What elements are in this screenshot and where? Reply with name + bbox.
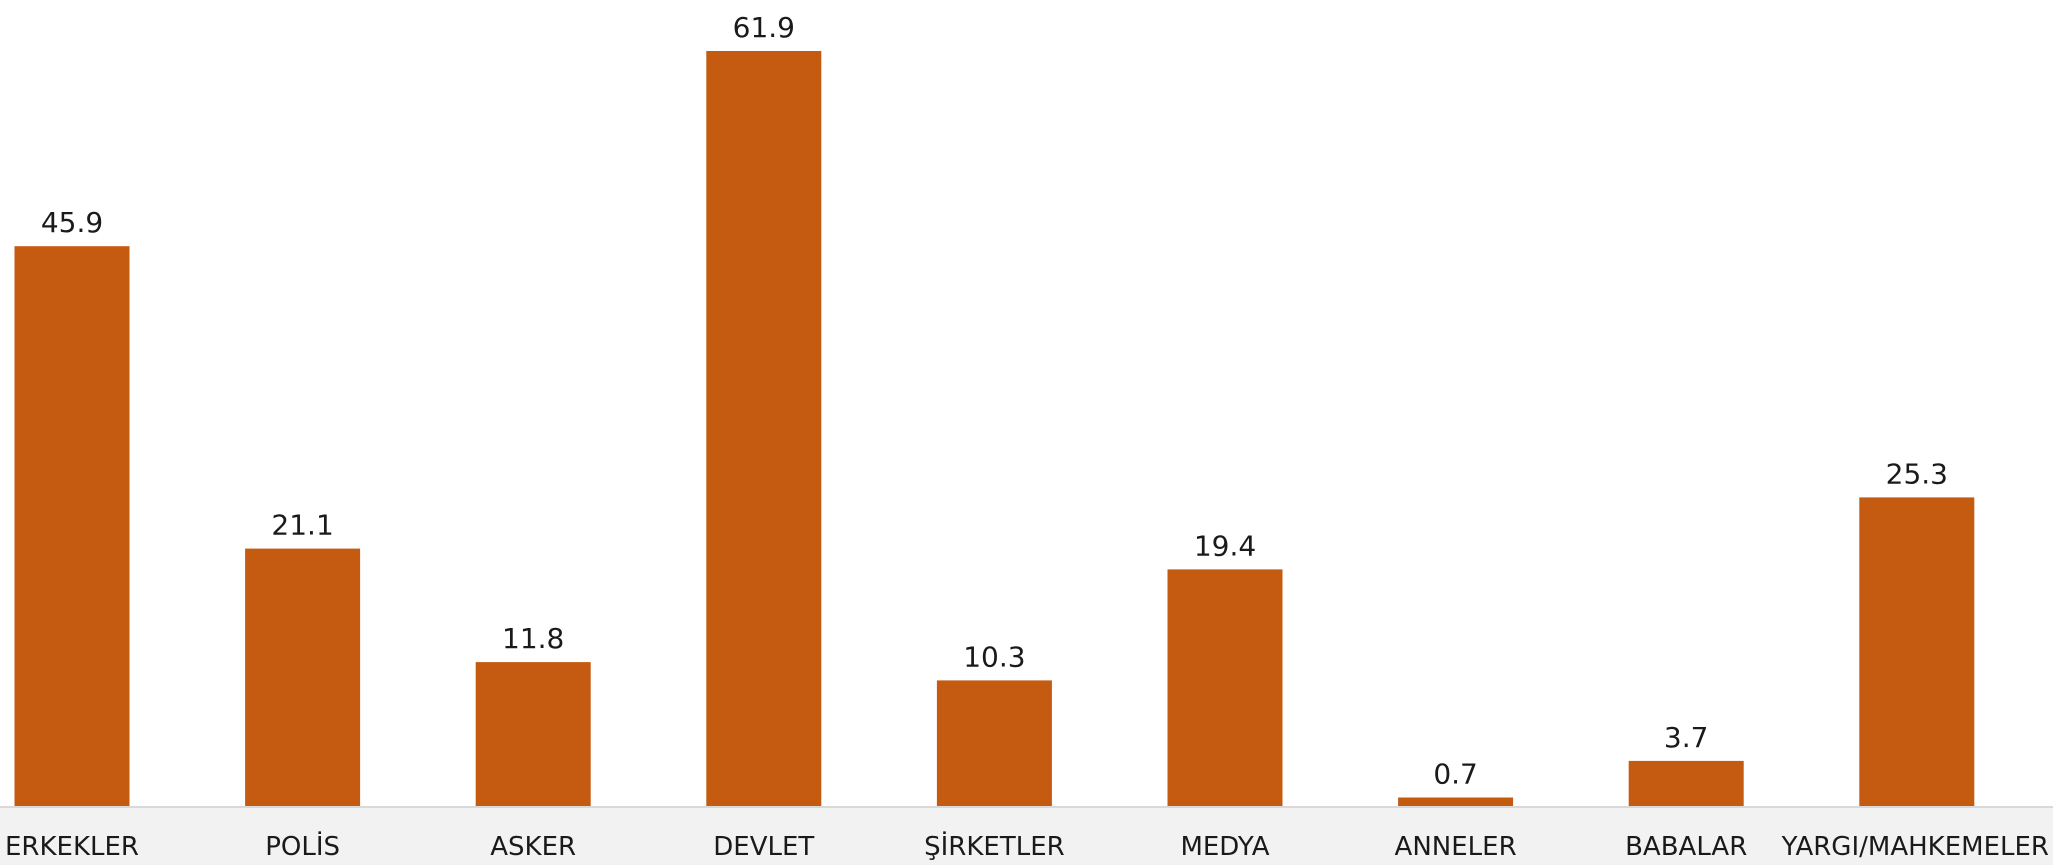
category-tick-label: ERKEKLER: [5, 832, 139, 862]
bar: [1628, 760, 1744, 806]
category-tick-label: BABALAR: [1625, 832, 1747, 862]
bar-value-label: 25.3: [1886, 457, 1948, 490]
bars-group: [14, 51, 1975, 806]
bar: [1398, 797, 1514, 806]
category-labels-group: ERKEKLER POLİS ASKER DEVLET ŞİRKETLER MEDYA AN…: [5, 830, 2049, 862]
bar-value-label: 10.3: [963, 640, 1025, 673]
bar-value-label: 45.9: [41, 206, 103, 239]
bar: [14, 246, 130, 806]
category-tick-label: ASKER: [490, 832, 576, 862]
bar-value-label: 21.1: [271, 509, 333, 542]
category-tick-label: MEDYA: [1180, 832, 1269, 862]
bar: [1167, 569, 1283, 806]
bar-value-label: 19.4: [1194, 529, 1256, 562]
category-tick-label: YARGI/MAHKEMELER: [1781, 832, 2049, 862]
category-axis-band: [0, 807, 2053, 865]
category-tick-label: DEVLET: [713, 832, 814, 862]
value-labels-group: 45.9 21.1 11.8 61.9 10.3 19.4 0.7 3.7 25.3: [41, 11, 1948, 791]
category-tick-label: POLİS: [265, 830, 340, 862]
category-tick-label: ANNELER: [1395, 832, 1517, 862]
bar: [475, 662, 591, 806]
category-tick-label: ŞİRKETLER: [924, 830, 1065, 862]
bar-value-label: 3.7: [1664, 721, 1709, 754]
bar-value-label: 61.9: [733, 11, 795, 44]
bar-value-label: 0.7: [1433, 758, 1478, 791]
bar-value-label: 11.8: [502, 622, 564, 655]
bar: [1859, 497, 1975, 806]
bar: [936, 680, 1052, 806]
bar: [245, 548, 361, 806]
bar: [706, 51, 822, 806]
